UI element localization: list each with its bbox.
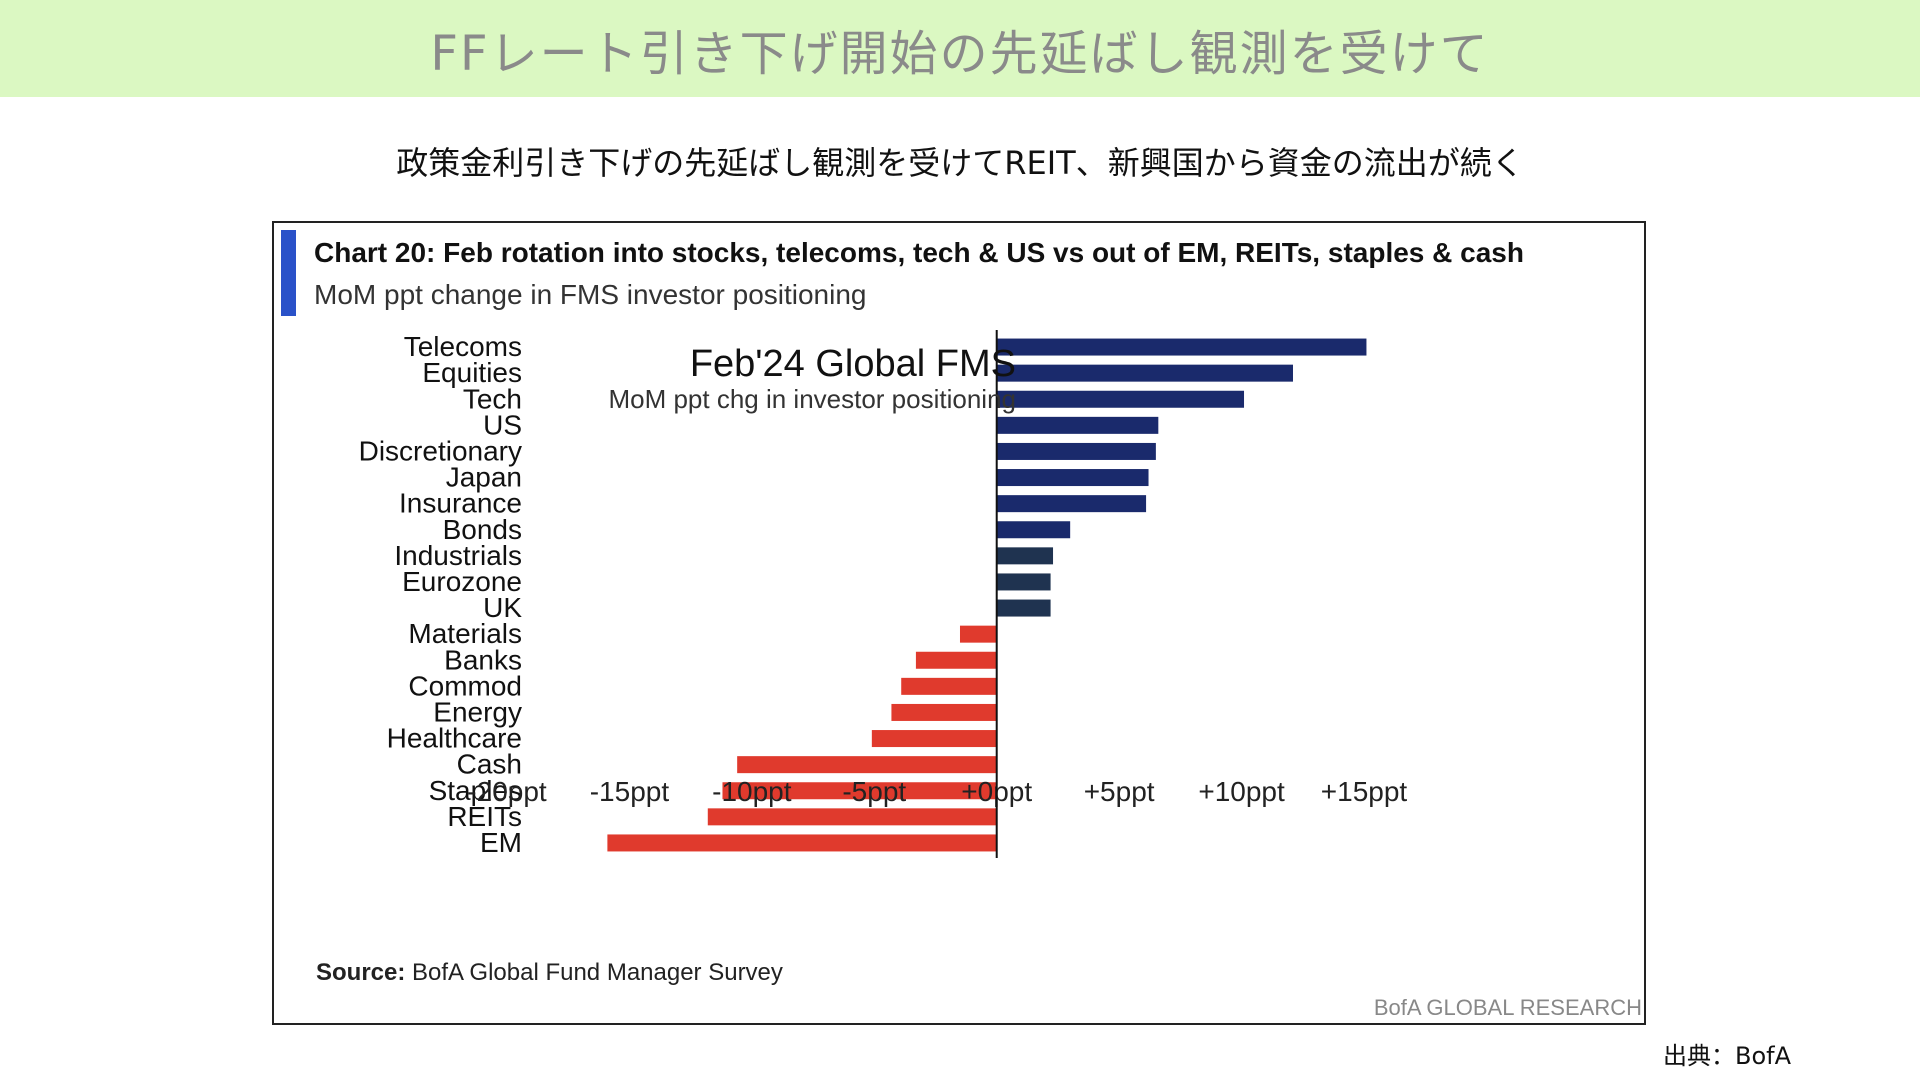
x-tick-label: -10ppt bbox=[712, 776, 792, 807]
chart-subtitle: MoM ppt change in FMS investor positioni… bbox=[314, 279, 867, 310]
category-label: US bbox=[483, 409, 522, 440]
bar-staples bbox=[722, 782, 997, 800]
category-label: Banks bbox=[444, 644, 522, 675]
brand-mark: BofA GLOBAL RESEARCH bbox=[1373, 995, 1642, 1020]
x-tick-label: -5ppt bbox=[842, 776, 906, 807]
category-label: Materials bbox=[408, 618, 522, 649]
bar-em bbox=[607, 834, 997, 852]
bar-telecoms bbox=[996, 338, 1367, 356]
category-label: Industrials bbox=[394, 540, 522, 571]
source-label: Source: bbox=[316, 959, 406, 986]
bar-insurance bbox=[996, 495, 1147, 513]
x-tick-label: -20ppt bbox=[467, 776, 547, 807]
bar-bonds bbox=[996, 521, 1071, 539]
category-label: Healthcare bbox=[387, 723, 522, 754]
bar-banks bbox=[915, 651, 997, 669]
source-note: Source: BofA Global Fund Manager Survey bbox=[316, 959, 783, 987]
x-tick-label: +10ppt bbox=[1198, 776, 1285, 807]
bar-japan bbox=[996, 469, 1149, 487]
category-label: Insurance bbox=[399, 488, 522, 519]
category-label: EM bbox=[480, 827, 522, 858]
x-tick-label: +5ppt bbox=[1084, 776, 1155, 807]
bar-materials bbox=[959, 625, 997, 643]
category-label: Commod bbox=[408, 670, 522, 701]
bar-industrials bbox=[996, 547, 1054, 565]
bar-uk bbox=[996, 599, 1051, 617]
title-banner: FFレート引き下げ開始の先延ばし観測を受けて bbox=[0, 0, 1920, 97]
banner-title: FFレート引き下げ開始の先延ばし観測を受けて bbox=[430, 25, 1490, 82]
bar-cash bbox=[737, 756, 997, 774]
page-subtitle: 政策金利引き下げの先延ばし観測を受けてREIT、新興国から資金の流出が続く bbox=[396, 144, 1524, 182]
bar-discretionary bbox=[996, 442, 1156, 460]
bars-group bbox=[607, 338, 1367, 852]
source-credit: 出典：BofA bbox=[1663, 1042, 1792, 1070]
category-label: Bonds bbox=[443, 514, 522, 545]
category-label: Staples bbox=[429, 775, 522, 806]
category-labels-group: TelecomsEquitiesTechUSDiscretionaryJapan… bbox=[359, 331, 523, 858]
bar-eurozone bbox=[996, 573, 1051, 591]
inset-title: Feb'24 Global FMS bbox=[690, 343, 1016, 385]
bar-tech bbox=[996, 390, 1245, 408]
x-tick-labels-group: -20ppt -15ppt -10ppt -5ppt +0ppt +5ppt +10ppt +… bbox=[467, 776, 1407, 807]
chart-accent-bar bbox=[281, 230, 296, 316]
chart-title: Chart 20: Feb rotation into stocks, tele… bbox=[314, 237, 1524, 268]
bar-reits bbox=[707, 808, 997, 826]
source-text: BofA Global Fund Manager Survey bbox=[412, 959, 783, 986]
bar-energy bbox=[891, 703, 997, 721]
bar-chart: TelecomsEquitiesTechUSDiscretionaryJapan… bbox=[359, 330, 1407, 858]
inset-subtitle: MoM ppt chg in investor positioning bbox=[608, 384, 1016, 414]
category-label: Eurozone bbox=[402, 566, 522, 597]
category-label: Equities bbox=[422, 357, 522, 388]
category-label: Japan bbox=[446, 462, 522, 493]
category-label: Telecoms bbox=[404, 331, 522, 362]
category-label: REITs bbox=[447, 801, 522, 832]
category-label: Tech bbox=[463, 383, 522, 414]
category-label: Discretionary bbox=[359, 435, 522, 466]
bar-us bbox=[996, 416, 1159, 434]
x-tick-label: -15ppt bbox=[590, 776, 670, 807]
category-label: UK bbox=[483, 592, 522, 623]
category-label: Cash bbox=[457, 749, 522, 780]
bar-healthcare bbox=[871, 730, 997, 748]
bar-equities bbox=[996, 364, 1293, 382]
bar-commod bbox=[901, 677, 997, 695]
chart-panel: Chart 20: Feb rotation into stocks, tele… bbox=[272, 221, 1646, 1025]
category-label: Energy bbox=[433, 696, 522, 727]
x-tick-label: +15ppt bbox=[1321, 776, 1408, 807]
